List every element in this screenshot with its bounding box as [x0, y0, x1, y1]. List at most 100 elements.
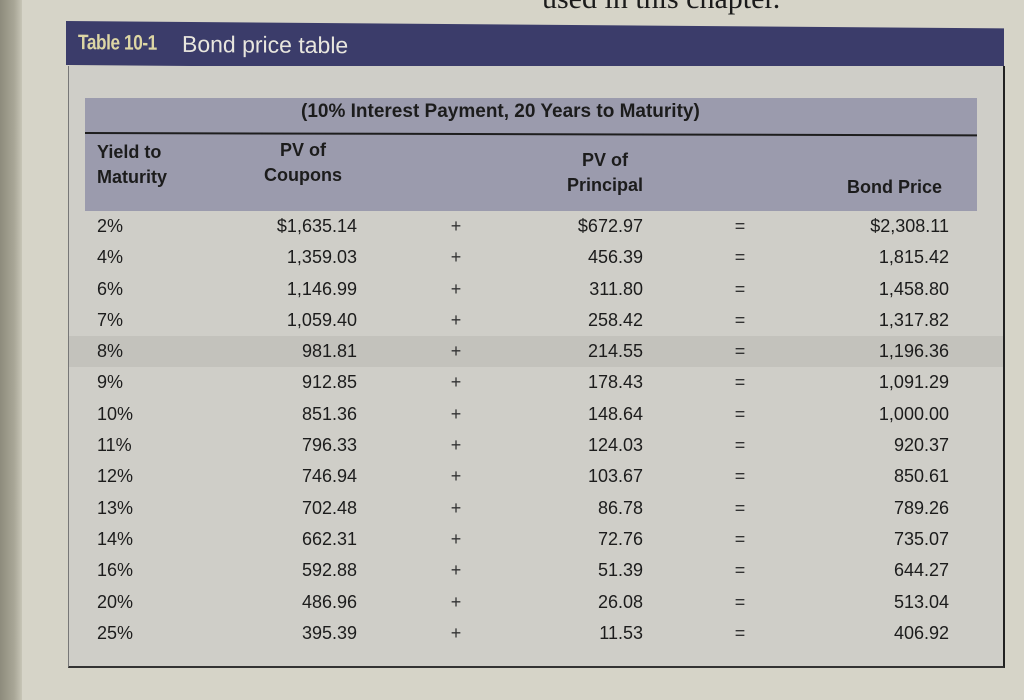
ytm-cell: 4%: [97, 247, 124, 268]
plus-operator: +: [450, 403, 462, 424]
table-title: Bond price table: [182, 30, 349, 58]
table-row: 10% 851.36 + 148.64 = 1,000.00: [69, 399, 1003, 430]
bond-price-cell: 644.27: [893, 560, 949, 581]
table-row: 8% 981.81 + 214.55 = 1,196.36: [69, 336, 1003, 368]
bond-price-cell: 1,000.00: [878, 403, 949, 424]
equals-operator: =: [734, 497, 746, 518]
pv-coupons-cell: 702.48: [301, 497, 357, 518]
pv-principal-cell: 86.78: [597, 497, 643, 518]
span-header: (10% Interest Payment, 20 Years to Matur…: [301, 101, 700, 122]
equals-operator: =: [734, 622, 746, 643]
column-header-ytm: Yield to Maturity: [97, 142, 168, 187]
pv-principal-cell: 178.43: [587, 372, 643, 393]
pv-principal-cell: 51.39: [597, 560, 643, 581]
pv-coupons-cell: 1,059.40: [286, 309, 357, 330]
equals-operator: =: [734, 341, 746, 362]
bond-price-cell: 1,091.29: [878, 372, 949, 393]
header-divider: [84, 132, 977, 137]
ytm-cell: 16%: [97, 560, 134, 581]
pv-coupons-cell: 981.81: [301, 341, 357, 362]
ytm-cell: 6%: [97, 278, 124, 299]
equals-operator: =: [734, 560, 746, 581]
plus-operator: +: [450, 309, 462, 330]
bond-price-cell: 920.37: [893, 435, 949, 456]
equals-operator: =: [734, 309, 746, 330]
table-row: 20% 486.96 + 26.08 = 513.04: [69, 587, 1003, 618]
table-row: 9% 912.85 + 178.43 = 1,091.29: [69, 367, 1003, 398]
ytm-cell: 25%: [97, 622, 134, 643]
pv-coupons-cell: 746.94: [301, 466, 357, 487]
table-number: Table 10-1: [78, 31, 157, 55]
pv-principal-cell: 26.08: [597, 591, 643, 612]
plus-operator: +: [450, 278, 462, 299]
plus-operator: +: [450, 247, 462, 268]
ytm-cell: 12%: [97, 466, 134, 487]
plus-operator: +: [450, 372, 462, 393]
bond-price-cell: 850.61: [893, 466, 949, 487]
pv-coupons-cell: 796.33: [301, 435, 357, 456]
pv-principal-cell: 124.03: [587, 435, 643, 456]
bond-price-cell: $2,308.11: [870, 216, 949, 236]
bond-price-cell: 1,458.80: [878, 278, 949, 299]
plus-operator: +: [450, 435, 462, 456]
pv-coupons-cell: 1,146.99: [286, 278, 357, 299]
pv-principal-cell: 311.80: [589, 278, 643, 299]
plus-operator: +: [450, 341, 462, 362]
plus-operator: +: [450, 528, 462, 549]
book-spine-edge: [0, 0, 24, 700]
column-header-coupons: PV of Coupons: [264, 140, 342, 185]
pv-principal-cell: 72.76: [597, 528, 643, 549]
ytm-cell: 2%: [97, 216, 124, 236]
pv-coupons-cell: 395.39: [301, 622, 357, 643]
ytm-cell: 8%: [97, 341, 124, 362]
column-header-principal: PV of Principal: [566, 150, 644, 195]
table-row: 14% 662.31 + 72.76 = 735.07: [69, 524, 1003, 555]
bond-price-cell: 406.92: [893, 622, 949, 643]
pv-coupons-cell: 912.85: [301, 372, 357, 393]
ytm-cell: 20%: [97, 591, 134, 612]
plus-operator: +: [450, 497, 462, 518]
bond-price-cell: 513.04: [893, 591, 949, 612]
equals-operator: =: [734, 278, 746, 299]
pv-coupons-cell: 851.36: [301, 403, 357, 424]
pv-principal-cell: 214.55: [587, 341, 643, 362]
table-row: 4% 1,359.03 + 456.39 = 1,815.42: [69, 242, 1003, 273]
pv-principal-cell: 103.67: [587, 466, 643, 487]
plus-operator: +: [450, 216, 462, 236]
pv-principal-cell: 11.53: [599, 622, 643, 643]
ytm-cell: 10%: [97, 403, 134, 424]
bond-price-cell: 789.26: [893, 497, 949, 518]
bond-price-cell: 1,196.36: [878, 341, 949, 362]
table-row: 11% 796.33 + 124.03 = 920.37: [69, 430, 1003, 461]
pv-coupons-cell: $1,635.14: [276, 216, 357, 236]
equals-operator: =: [734, 216, 746, 236]
ytm-cell: 11%: [97, 435, 132, 456]
pv-principal-cell: 258.42: [587, 309, 643, 330]
table-row: 6% 1,146.99 + 311.80 = 1,458.80: [69, 274, 1003, 305]
equals-operator: =: [734, 435, 746, 456]
ytm-cell: 13%: [97, 497, 134, 518]
pv-coupons-cell: 592.88: [301, 560, 357, 581]
ytm-cell: 9%: [97, 372, 124, 393]
table-header: (10% Interest Payment, 20 Years to Matur…: [84, 98, 977, 211]
plus-operator: +: [450, 622, 462, 643]
pv-principal-cell: $672.97: [577, 216, 643, 236]
bond-price-cell: 735.07: [893, 528, 949, 549]
table-row: 16% 592.88 + 51.39 = 644.27: [69, 555, 1003, 586]
pv-coupons-cell: 1,359.03: [286, 247, 357, 268]
equals-operator: =: [734, 466, 746, 487]
table-row: 25% 395.39 + 11.53 = 406.92: [69, 618, 1003, 649]
table-title-bar: Table 10-1 Bond price table: [66, 21, 1004, 73]
equals-operator: =: [734, 247, 746, 268]
equals-operator: =: [734, 528, 746, 549]
cropped-body-text: used in this chapter.: [542, 0, 780, 16]
table-body: 2% $1,635.14 + $672.97 = $2,308.11 4% 1,…: [69, 211, 1003, 649]
pv-coupons-cell: 662.31: [301, 528, 357, 549]
equals-operator: =: [734, 591, 746, 612]
pv-principal-cell: 148.64: [587, 403, 643, 424]
table-row: 13% 702.48 + 86.78 = 789.26: [69, 493, 1003, 524]
plus-operator: +: [450, 466, 462, 487]
pv-coupons-cell: 486.96: [301, 591, 357, 612]
table-row: 7% 1,059.40 + 258.42 = 1,317.82: [69, 305, 1003, 336]
ytm-cell: 7%: [97, 309, 124, 330]
